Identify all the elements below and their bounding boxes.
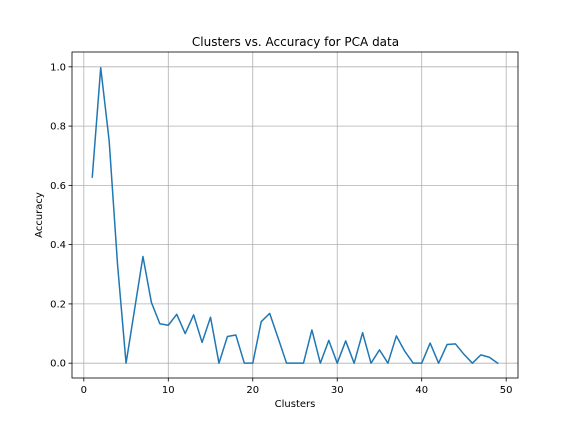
grid — [72, 52, 518, 378]
plot-frame — [71, 51, 519, 379]
y-tick-label: 1.0 — [50, 62, 66, 73]
y-axis-label: Accuracy — [34, 192, 45, 238]
x-tick-label: 30 — [331, 385, 344, 396]
x-tick-label: 20 — [246, 385, 259, 396]
y-tick-label: 0.4 — [50, 240, 66, 251]
x-tick-label: 40 — [415, 385, 428, 396]
accuracy-series-line — [91, 66, 499, 365]
x-axis-label: Clusters — [275, 399, 316, 410]
series-layer — [91, 66, 499, 365]
x-tick-label: 50 — [500, 385, 513, 396]
y-tick-label: 0.8 — [50, 122, 66, 133]
x-tick-label: 10 — [162, 385, 175, 396]
y-tick-label: 0.2 — [50, 299, 66, 310]
y-axis-ticks: 0.0 0.2 0.4 0.6 0.8 1.0 — [50, 62, 72, 370]
y-tick-label: 0.6 — [50, 181, 66, 192]
x-axis-ticks: 0 10 20 30 40 50 — [81, 378, 513, 396]
chart-title: Clusters vs. Accuracy for PCA data — [192, 35, 399, 49]
x-tick-label: 0 — [81, 385, 87, 396]
y-tick-label: 0.0 — [50, 359, 66, 370]
